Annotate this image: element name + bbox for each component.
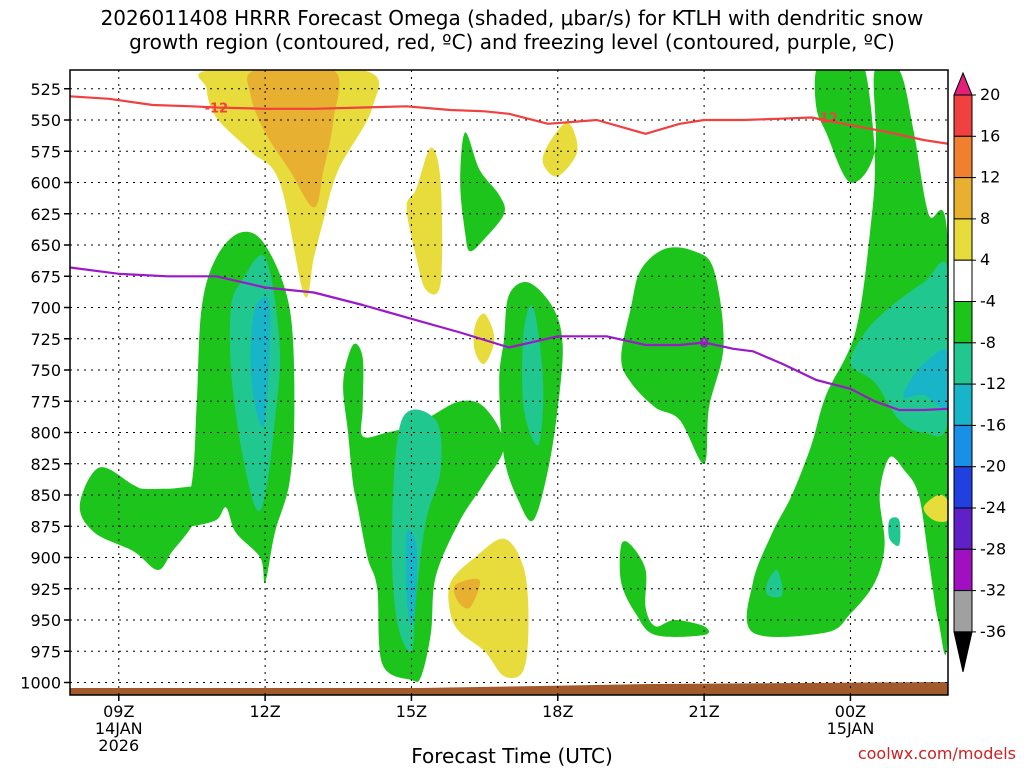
chart-title-line-2: growth region (contoured, red, ºC) and f… (129, 30, 895, 54)
omega-region-11 (79, 467, 213, 570)
y-tick-label: 850 (30, 486, 61, 505)
omega-region-1 (247, 70, 340, 208)
colorbar-band (953, 177, 973, 220)
colorbar-label: -12 (980, 374, 1006, 393)
y-tick-label: 900 (30, 549, 61, 568)
colorbar-label: 20 (980, 85, 1000, 104)
isotherm-contours: -12 -12 0 (70, 95, 948, 412)
omega-region-13 (391, 409, 442, 652)
omega-region-0 (198, 70, 380, 298)
omega-shading (79, 70, 948, 682)
y-tick-label: 625 (30, 205, 61, 224)
y-tick-label: 600 (30, 174, 61, 193)
colorbar-label: -24 (980, 498, 1006, 517)
y-tick-label: 550 (30, 111, 61, 130)
colorbar-label: -28 (980, 539, 1006, 558)
contour-line-1 (70, 266, 948, 412)
terrain (70, 682, 948, 695)
x-tick-label: 15JAN (827, 719, 875, 738)
colorbar-label: -4 (980, 292, 996, 311)
y-tick-label: 875 (30, 517, 61, 536)
y-tick-label: 775 (30, 392, 61, 411)
omega-region-4 (542, 122, 578, 177)
x-tick-label: 2026 (98, 736, 139, 755)
colorbar-label: -36 (980, 622, 1006, 641)
contour-label: -12 (205, 102, 229, 117)
omega-region-23 (888, 517, 901, 546)
colorbar-band (953, 631, 973, 673)
omega-region-2 (406, 147, 443, 295)
x-axis-label: Forecast Time (UTC) (411, 744, 613, 768)
chart-title-line-1: 2026011408 HRRR Forecast Omega (shaded, … (100, 6, 924, 30)
x-tick-label: 00Z (835, 702, 866, 721)
colorbar-band (953, 342, 973, 385)
colorbar-label: 16 (980, 126, 1000, 145)
y-tick-label: 575 (30, 142, 61, 161)
y-tick-label: 675 (30, 267, 61, 286)
colorbar-band (953, 259, 973, 303)
colorbar-band (953, 71, 973, 96)
colorbar-label: -16 (980, 415, 1006, 434)
omega-region-22 (903, 349, 948, 410)
x-tick-label: 15Z (396, 702, 427, 721)
y-axis: 525 550 575 600 625 650 675 700 725 750 775 800 825 8… (20, 80, 70, 693)
y-tick-label: 1000 (20, 674, 61, 693)
omega-region-19 (619, 541, 710, 637)
colorbar-label: 12 (980, 168, 1000, 187)
plot-frame (69, 69, 949, 696)
y-tick-label: 975 (30, 642, 61, 661)
x-tick-label: 21Z (688, 702, 719, 721)
colorbar-band (953, 466, 973, 509)
y-tick-label: 825 (30, 455, 61, 474)
colorbar-band (953, 383, 973, 426)
colorbar-label: 4 (980, 250, 990, 269)
colorbar-label: -32 (980, 581, 1006, 600)
omega-region-18 (621, 247, 724, 464)
colorbar-band (953, 548, 973, 592)
y-tick-label: 800 (30, 424, 61, 443)
colorbar-band (953, 135, 973, 179)
colorbar-label: 8 (980, 209, 990, 228)
y-tick-label: 525 (30, 80, 61, 99)
terrain-strip (70, 682, 948, 695)
colorbar-band (953, 218, 973, 261)
contour-label: -12 (814, 112, 838, 127)
omega-region-24 (765, 569, 783, 598)
colorbar: 20 16 12 8 4 -4 -8 -12 -16 -20 -24 -28 -32 -36 (953, 71, 1006, 673)
y-tick-label: 750 (30, 361, 61, 380)
omega-region-20 (746, 70, 948, 655)
y-tick-label: 925 (30, 580, 61, 599)
omega-region-17 (460, 132, 505, 252)
omega-region-14 (405, 529, 418, 627)
colorbar-label: -8 (980, 333, 996, 352)
x-tick-label: 14JAN (95, 719, 143, 738)
omega-region-25 (923, 494, 948, 522)
x-tick-label: 09Z (103, 702, 134, 721)
colorbar-band (953, 94, 973, 137)
colorbar-band (953, 424, 973, 468)
colorbar-band (953, 590, 973, 633)
y-tick-label: 725 (30, 330, 61, 349)
y-tick-label: 650 (30, 236, 61, 255)
colorbar-band (953, 301, 973, 344)
x-tick-label: 18Z (542, 702, 573, 721)
x-tick-label: 12Z (249, 702, 280, 721)
omega-region-5 (448, 538, 529, 679)
y-tick-label: 950 (30, 611, 61, 630)
y-tick-label: 700 (30, 299, 61, 318)
credit-text: coolwx.com/models (857, 744, 1016, 763)
omega-region-6 (453, 578, 481, 609)
colorbar-label: -20 (980, 457, 1006, 476)
contour-label: 0 (700, 337, 709, 352)
colorbar-band (953, 507, 973, 550)
contour-line-0 (70, 95, 948, 145)
